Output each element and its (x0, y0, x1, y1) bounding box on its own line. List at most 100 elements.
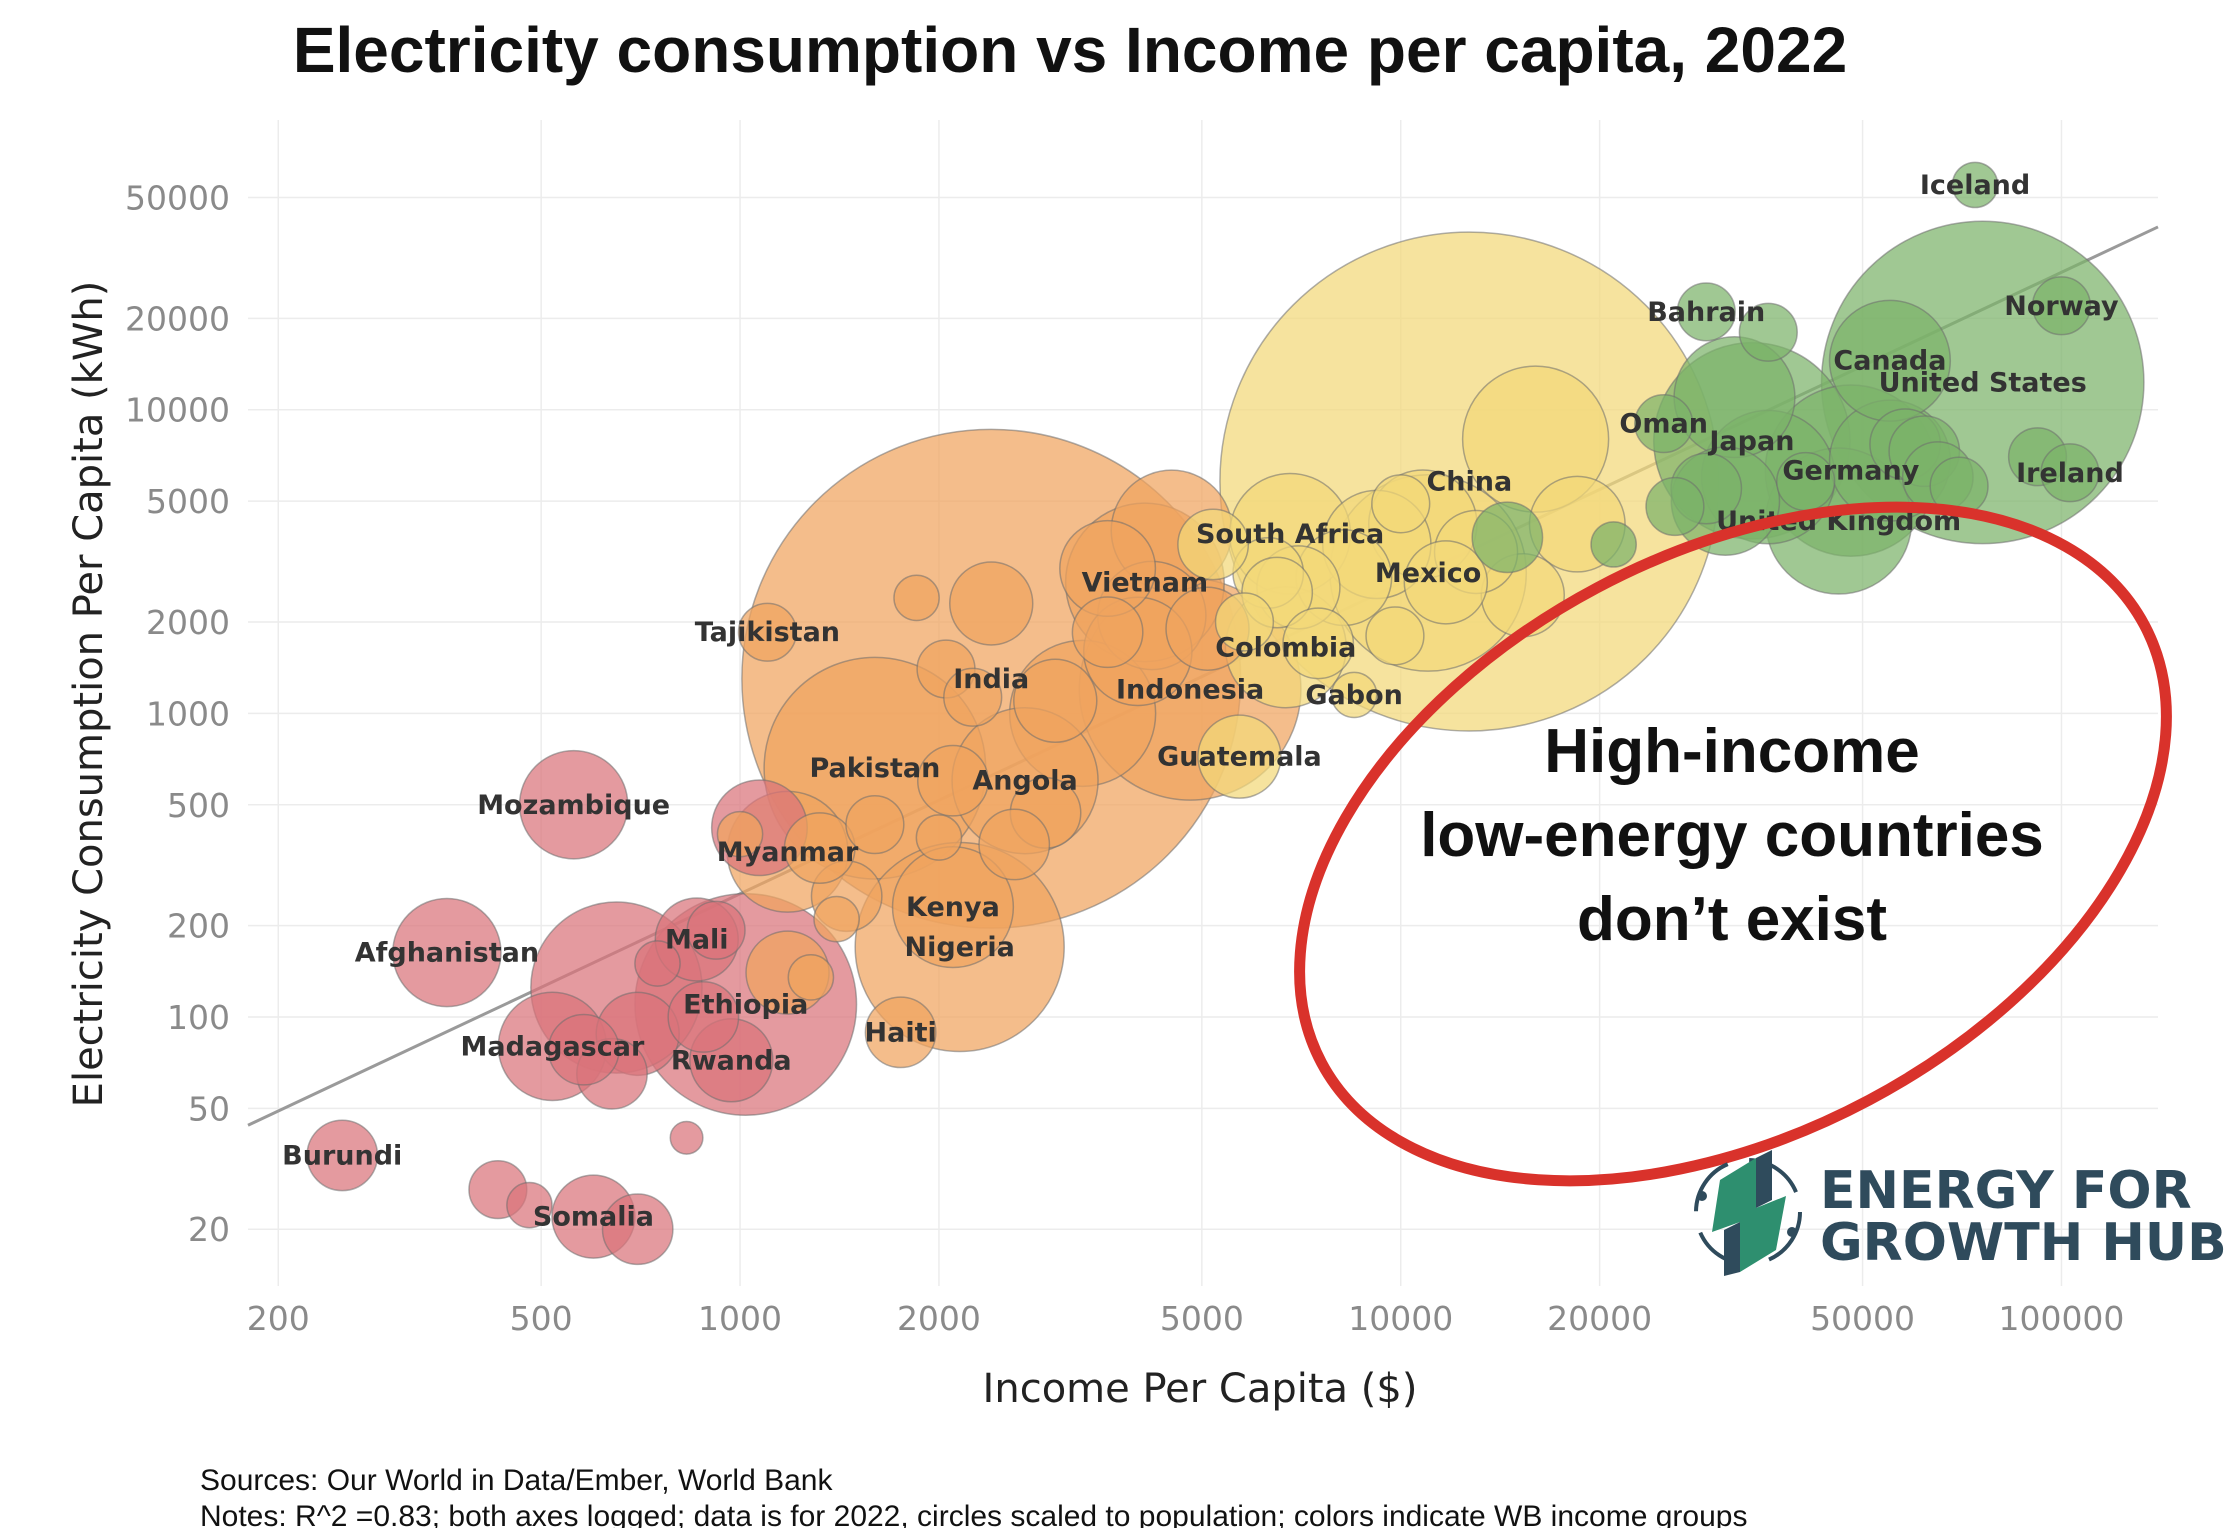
point (1282, 607, 1355, 680)
label-rwanda: Rwanda (671, 1045, 792, 1076)
callout-line-2: low-energy countries (1420, 801, 2044, 870)
data-points (306, 161, 2145, 1266)
y-axis-ticks: 20 50 100 200 500 1000 2000 5000 10000 20000 50000 (125, 179, 230, 1250)
point (949, 561, 1034, 646)
x-tick-label: 500 (510, 1299, 573, 1338)
y-tick-label: 2000 (146, 603, 230, 642)
label-myanmar: Myanmar (717, 837, 859, 868)
point-burundi (306, 1119, 379, 1192)
label-china: China (1426, 467, 1512, 498)
x-tick-label: 2000 (897, 1299, 981, 1338)
label-japan: Japan (1707, 426, 1794, 457)
label-guatemala: Guatemala (1157, 742, 1322, 773)
x-axis-ticks: 200 500 1000 2000 5000 10000 20000 50000 100000 (247, 1299, 2125, 1338)
point (634, 940, 681, 987)
y-tick-label: 500 (167, 786, 230, 825)
chart-title: Electricity consumption vs Income per ca… (293, 14, 1847, 86)
point-gabon (1330, 671, 1378, 719)
point-afghanistan (392, 897, 502, 1008)
label-kenya: Kenya (906, 892, 1000, 923)
point (1471, 501, 1544, 574)
label-somalia: Somalia (533, 1202, 654, 1233)
point (716, 810, 764, 858)
point (943, 667, 1003, 727)
point (915, 814, 963, 861)
y-tick-label: 50 (188, 1089, 230, 1128)
label-bahrain: Bahrain (1647, 297, 1765, 328)
point (845, 794, 905, 855)
point (916, 744, 989, 817)
callout-line-3: don’t exist (1577, 885, 1887, 954)
point (506, 1181, 553, 1229)
energy-for-growth-hub-logo: ENERGY FOR GROWTH HUB (1694, 1150, 2227, 1276)
sources-note: Sources: Our World in Data/Ember, World … (200, 1464, 833, 1497)
y-tick-label: 50000 (125, 179, 230, 218)
label-iceland: Iceland (1920, 170, 2030, 201)
point (978, 808, 1051, 881)
x-tick-label: 20000 (1547, 1299, 1652, 1338)
label-indonesia: Indonesia (1116, 674, 1264, 705)
point (1214, 592, 1275, 652)
label-ireland: Ireland (2016, 458, 2124, 489)
label-tajikistan: Tajikistan (695, 617, 840, 648)
point (783, 812, 856, 885)
label-vietnam: Vietnam (1082, 567, 1208, 598)
y-tick-label: 20 (188, 1210, 230, 1249)
method-note: Notes: R^2 =0.83; both axes logged; data… (200, 1500, 1747, 1528)
point (787, 954, 835, 1001)
point-bahrain (1676, 282, 1736, 342)
point (601, 1193, 674, 1266)
label-south-africa: South Africa (1196, 519, 1384, 550)
point (547, 1013, 620, 1086)
x-tick-label: 5000 (1160, 1299, 1244, 1338)
label-united-states: United States (1879, 367, 2087, 398)
label-colombia: Colombia (1215, 632, 1356, 663)
label-angola: Angola (972, 766, 1077, 797)
label-afghanistan: Afghanistan (355, 938, 539, 969)
label-canada: Canada (1833, 346, 1946, 377)
point-iceland (1951, 161, 1999, 209)
x-tick-label: 100000 (1998, 1299, 2124, 1338)
label-madagascar: Madagascar (461, 1031, 645, 1062)
point (686, 900, 746, 960)
label-germany: Germany (1782, 456, 1919, 487)
point (813, 895, 860, 943)
point-ireland (2040, 443, 2100, 503)
point (1177, 508, 1250, 581)
point (1071, 596, 1144, 669)
label-ethiopia: Ethiopia (683, 989, 808, 1020)
label-mali: Mali (665, 924, 729, 955)
y-tick-label: 20000 (125, 299, 230, 338)
point (1013, 658, 1098, 744)
x-tick-label: 50000 (1810, 1299, 1915, 1338)
callout-line-1: High-income (1544, 717, 1919, 786)
x-tick-label: 200 (247, 1299, 310, 1338)
point-mozambique (518, 749, 629, 860)
label-mozambique: Mozambique (477, 790, 670, 821)
label-oman: Oman (1619, 409, 1708, 440)
callout-ellipse (1294, 501, 2172, 1187)
label-burundi: Burundi (282, 1140, 402, 1171)
point (1403, 540, 1489, 625)
y-tick-label: 5000 (146, 482, 230, 521)
label-india: India (953, 664, 1029, 695)
point (893, 574, 940, 622)
label-pakistan: Pakistan (809, 753, 940, 784)
point (1645, 476, 1705, 537)
point (1371, 474, 1431, 534)
point (1590, 521, 1637, 568)
y-tick-label: 10000 (125, 391, 230, 430)
logo-text-line-2: GROWTH HUB (1820, 1213, 2227, 1273)
point (1365, 606, 1425, 666)
point (1738, 302, 1798, 362)
x-tick-label: 1000 (698, 1299, 782, 1338)
y-tick-label: 1000 (146, 694, 230, 733)
point-norway (2031, 276, 2092, 336)
point-tajikistan (737, 602, 798, 662)
point (669, 1120, 704, 1155)
y-tick-label: 100 (167, 998, 230, 1037)
point-haiti (864, 996, 937, 1069)
